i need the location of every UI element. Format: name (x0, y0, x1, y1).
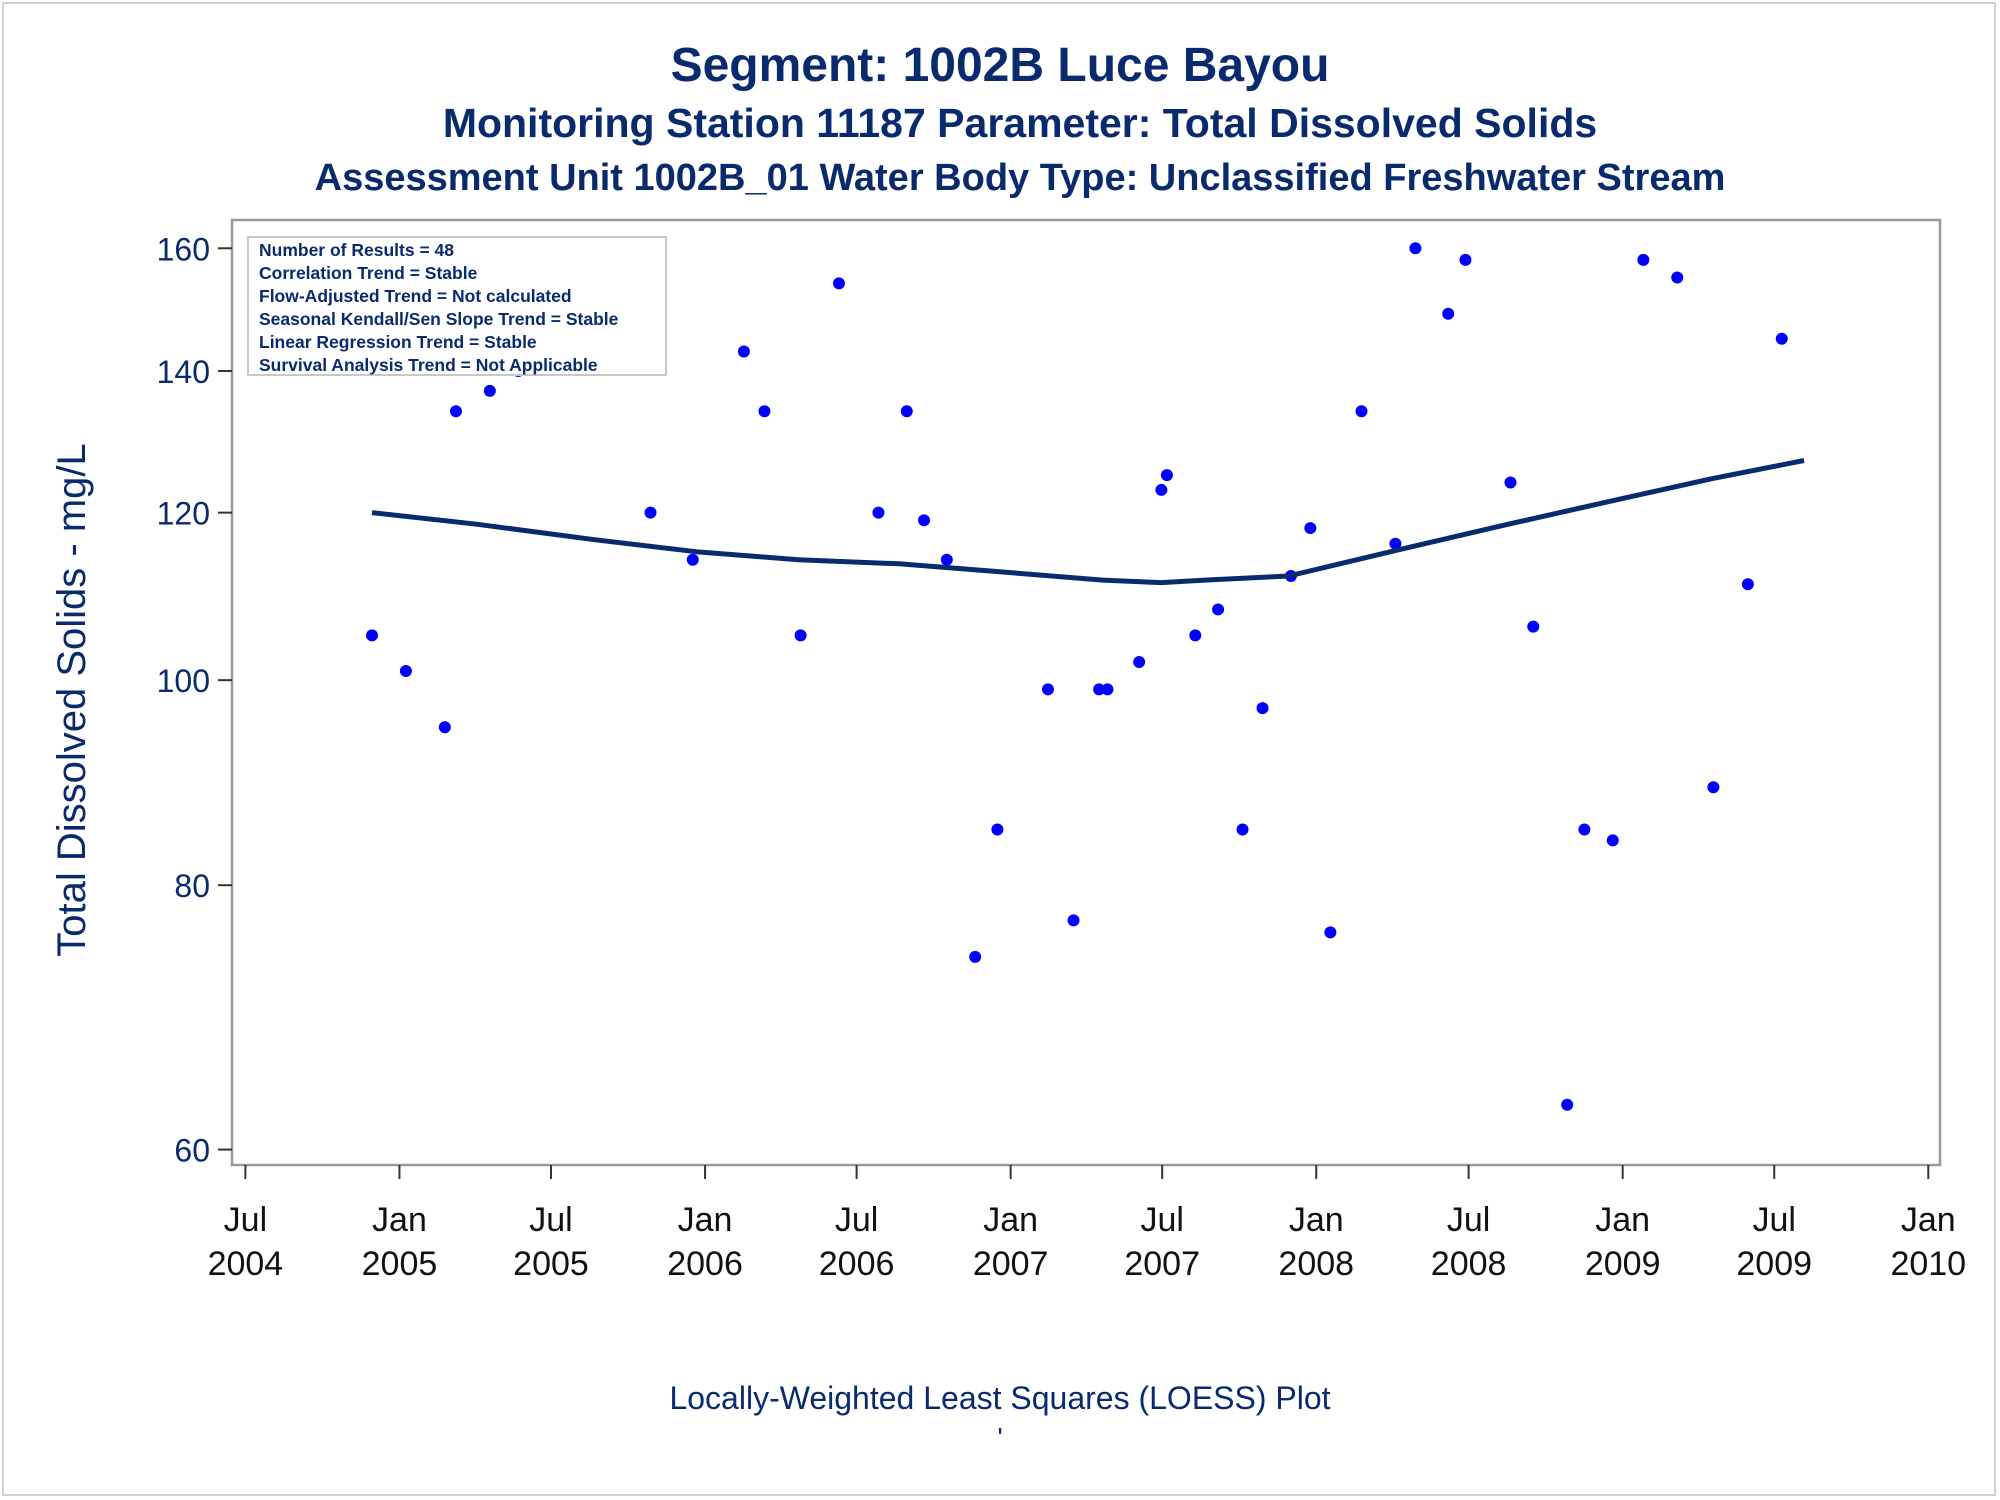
plot-area-border (230, 218, 1942, 1167)
chart-title: Segment: 1002B Luce Bayou (670, 39, 1330, 92)
data-point (1504, 476, 1517, 489)
y-tick-label: 80 (174, 868, 210, 904)
x-tick-label-month: Jul (224, 1201, 267, 1239)
data-point (794, 629, 807, 642)
data-point (1155, 483, 1168, 496)
footnote-mark: ' (997, 1422, 1003, 1453)
plot-footnote: Locally-Weighted Least Squares (LOESS) P… (669, 1380, 1331, 1416)
data-point (1212, 603, 1225, 616)
legend-line-correlation-trend: Correlation Trend = Stable (259, 263, 478, 283)
x-tick-label-month: Jul (1140, 1201, 1183, 1239)
x-tick-label-month: Jan (372, 1201, 427, 1239)
data-point (438, 721, 451, 734)
data-point (872, 506, 885, 519)
loess-curve (371, 458, 1805, 586)
data-point (1041, 683, 1054, 696)
x-tick-label-year: 2006 (667, 1245, 743, 1283)
data-point (1707, 781, 1720, 794)
x-tick-label-month: Jan (1289, 1201, 1344, 1239)
data-point (1775, 332, 1788, 345)
chart-subtitle-assessment: Assessment Unit 1002B_01 Water Body Type… (314, 157, 1726, 199)
data-point (758, 405, 771, 418)
y-tick-label: 120 (157, 496, 210, 532)
x-tick-label-year: 2006 (819, 1245, 895, 1283)
data-point (1093, 683, 1106, 696)
data-point (918, 514, 931, 527)
data-point (1561, 1098, 1574, 1111)
data-point (1160, 469, 1173, 482)
x-tick-label-month: Jan (1595, 1201, 1650, 1239)
data-point (940, 553, 953, 566)
data-point (1189, 629, 1202, 642)
legend-line-flow-adjusted-trend: Flow-Adjusted Trend = Not calculated (259, 286, 572, 306)
y-tick-label: 140 (157, 354, 210, 390)
data-point (1409, 242, 1422, 255)
x-tick-label-year: 2009 (1736, 1245, 1812, 1283)
line-layer (371, 458, 1805, 586)
y-axis-label: Total Dissolved Solids - mg/L (50, 443, 94, 957)
stats-legend-box: Number of Results = 48 Correlation Trend… (247, 236, 667, 376)
x-tick-label-year: 2009 (1585, 1245, 1661, 1283)
data-point (1606, 834, 1619, 847)
data-point (1527, 620, 1540, 633)
data-point (1067, 914, 1080, 927)
data-point (1355, 405, 1368, 418)
data-point (991, 823, 1004, 836)
chart-subtitle-station: Monitoring Station 11187 Parameter: Tota… (442, 100, 1598, 146)
data-point (366, 629, 378, 642)
legend-line-seasonal-kendall-trend: Seasonal Kendall/Sen Slope Trend = Stabl… (259, 309, 619, 329)
x-tick-label-month: Jul (835, 1201, 878, 1239)
data-point (832, 277, 845, 290)
x-tick-label-year: 2005 (362, 1245, 438, 1283)
data-point (1637, 253, 1650, 266)
data-point (1741, 578, 1754, 591)
data-point (900, 405, 913, 418)
data-point (737, 345, 750, 358)
data-point (1256, 702, 1269, 715)
data-point (1324, 926, 1337, 939)
legend-line-linear-regression-trend: Linear Regression Trend = Stable (259, 332, 537, 352)
x-tick-label-year: 2007 (1124, 1245, 1200, 1283)
x-tick-label-year: 2004 (208, 1245, 284, 1283)
data-point (399, 665, 412, 678)
data-point (1671, 271, 1684, 284)
legend-line-number-of-results: Number of Results = 48 (259, 240, 454, 260)
data-point (644, 506, 657, 519)
data-point (686, 553, 699, 566)
data-point (1101, 683, 1114, 696)
x-tick-label-month: Jul (1752, 1201, 1795, 1239)
data-point (449, 405, 462, 418)
data-point (969, 950, 982, 963)
x-tick-label-year: 2008 (1278, 1245, 1354, 1283)
x-tick-label-month: Jul (1447, 1201, 1490, 1239)
x-tick-label-year: 2008 (1431, 1245, 1507, 1283)
y-tick-label: 60 (174, 1133, 210, 1169)
data-point (1304, 522, 1317, 535)
x-tick-label-year: 2010 (1890, 1245, 1966, 1283)
x-tick-label-month: Jul (529, 1201, 572, 1239)
data-point (1459, 253, 1472, 266)
x-tick-label-month: Jan (678, 1201, 733, 1239)
x-tick-label-year: 2005 (513, 1245, 589, 1283)
data-point (1236, 823, 1249, 836)
data-point (1133, 655, 1146, 668)
x-tick-label-month: Jan (1901, 1201, 1956, 1239)
axes-layer (230, 218, 1942, 1167)
y-tick-label: 100 (157, 663, 210, 699)
legend-line-survival-analysis-trend: Survival Analysis Trend = Not Applicable (259, 355, 598, 375)
y-tick-label: 160 (157, 231, 210, 267)
data-point (1389, 537, 1402, 550)
x-tick-label-year: 2007 (973, 1245, 1049, 1283)
x-tick-label-month: Jan (983, 1201, 1038, 1239)
data-point (1442, 307, 1455, 320)
data-point (1578, 823, 1591, 836)
data-point (483, 384, 496, 397)
ticks-layer: 60 80 100 120 140 160 Jul 2004 Jan 2005 Jul 2005 Jan… (157, 231, 1966, 1283)
